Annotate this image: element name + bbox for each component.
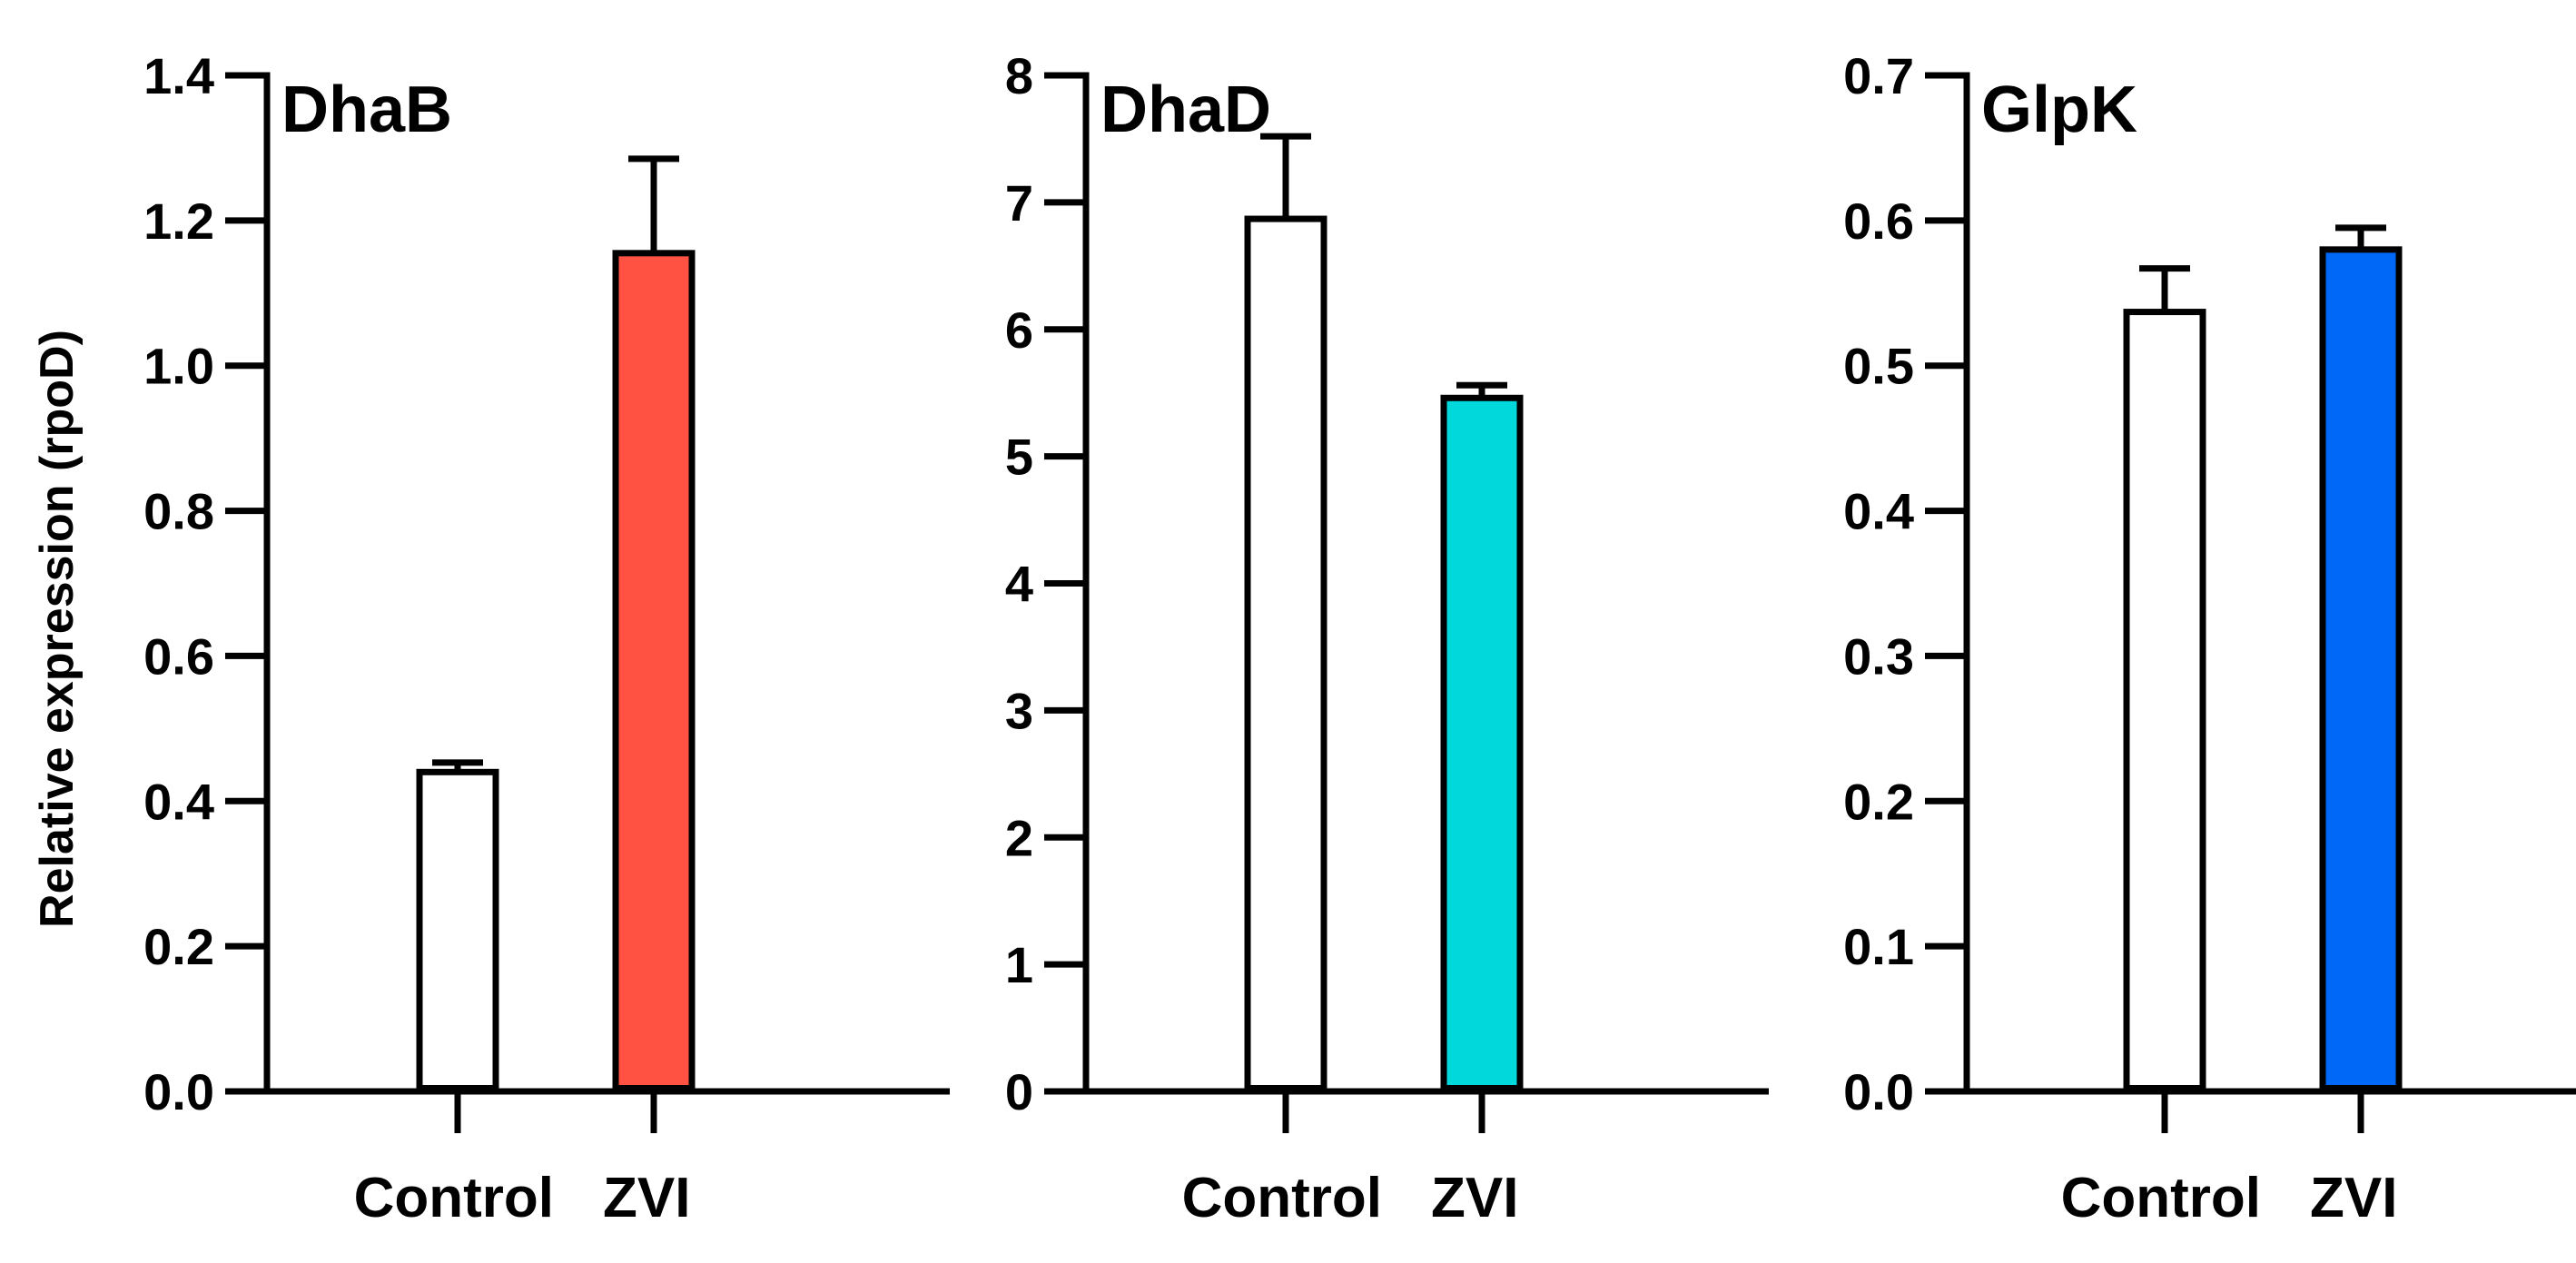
y-tick-label: 2: [1005, 809, 1033, 866]
bar-zvi: [2319, 246, 2403, 1092]
panel-title: GlpK: [1981, 74, 2137, 146]
category-label-zvi: ZVI: [1431, 1167, 1518, 1229]
y-tick-label: 0.8: [143, 483, 214, 540]
category-label-control: Control: [2061, 1167, 2261, 1229]
bar-zvi: [1440, 394, 1524, 1092]
y-tick-label: 0.0: [1843, 1063, 1914, 1120]
category-label-control: Control: [354, 1167, 554, 1229]
y-tick-label: 5: [1005, 429, 1033, 486]
y-tick-label: 7: [1005, 174, 1033, 232]
category-label-zvi: ZVI: [2310, 1167, 2397, 1229]
y-tick-label: 0.1: [1843, 918, 1914, 975]
y-tick-label: 1.4: [143, 47, 214, 104]
y-tick-label: 0: [1005, 1063, 1033, 1120]
category-label-control: Control: [1182, 1167, 1382, 1229]
panel-title: DhaB: [281, 74, 452, 146]
bar-control: [416, 768, 499, 1091]
y-tick-label: 8: [1005, 47, 1033, 104]
y-tick-label: 4: [1005, 556, 1033, 613]
panel-dhab: 0.0 0.2 0.4 0.6 0.8 1.0 1.2 1.4 Control ZVI DhaB Re…: [31, 47, 950, 1229]
y-tick-label: 0.6: [1843, 192, 1914, 250]
y-tick-label: 0.2: [1843, 773, 1914, 830]
y-axis-label: Relative expression (rpoD): [31, 330, 84, 928]
y-tick-label: 0.5: [1843, 338, 1914, 395]
y-tick-label: 0.4: [1843, 483, 1914, 540]
y-tick-label: 1.0: [143, 338, 214, 395]
y-tick-label: 6: [1005, 301, 1033, 359]
y-tick-label: 0.6: [143, 627, 214, 685]
bar-control: [1244, 215, 1327, 1091]
y-tick-label: 1: [1005, 936, 1033, 993]
panel-title: DhaD: [1100, 74, 1271, 146]
y-tick-label: 0.0: [143, 1063, 214, 1120]
y-tick-label: 0.2: [143, 918, 214, 975]
category-label-zvi: ZVI: [603, 1167, 690, 1229]
y-tick-label: 0.4: [143, 773, 214, 830]
y-tick-label: 0.7: [1843, 47, 1914, 104]
bar-control: [2123, 309, 2206, 1091]
panel-dhad: 0 1 2 3 4 5 6 7 8 Control ZVI DhaD: [1005, 47, 1769, 1229]
y-tick-label: 1.2: [143, 192, 214, 250]
bar-zvi: [612, 250, 696, 1091]
panel-glpk: 0.0 0.1 0.2 0.3 0.4 0.5 0.6 0.7 Control ZVI GlpK: [1843, 47, 2576, 1229]
y-tick-label: 3: [1005, 682, 1033, 739]
y-tick-label: 0.3: [1843, 627, 1914, 685]
